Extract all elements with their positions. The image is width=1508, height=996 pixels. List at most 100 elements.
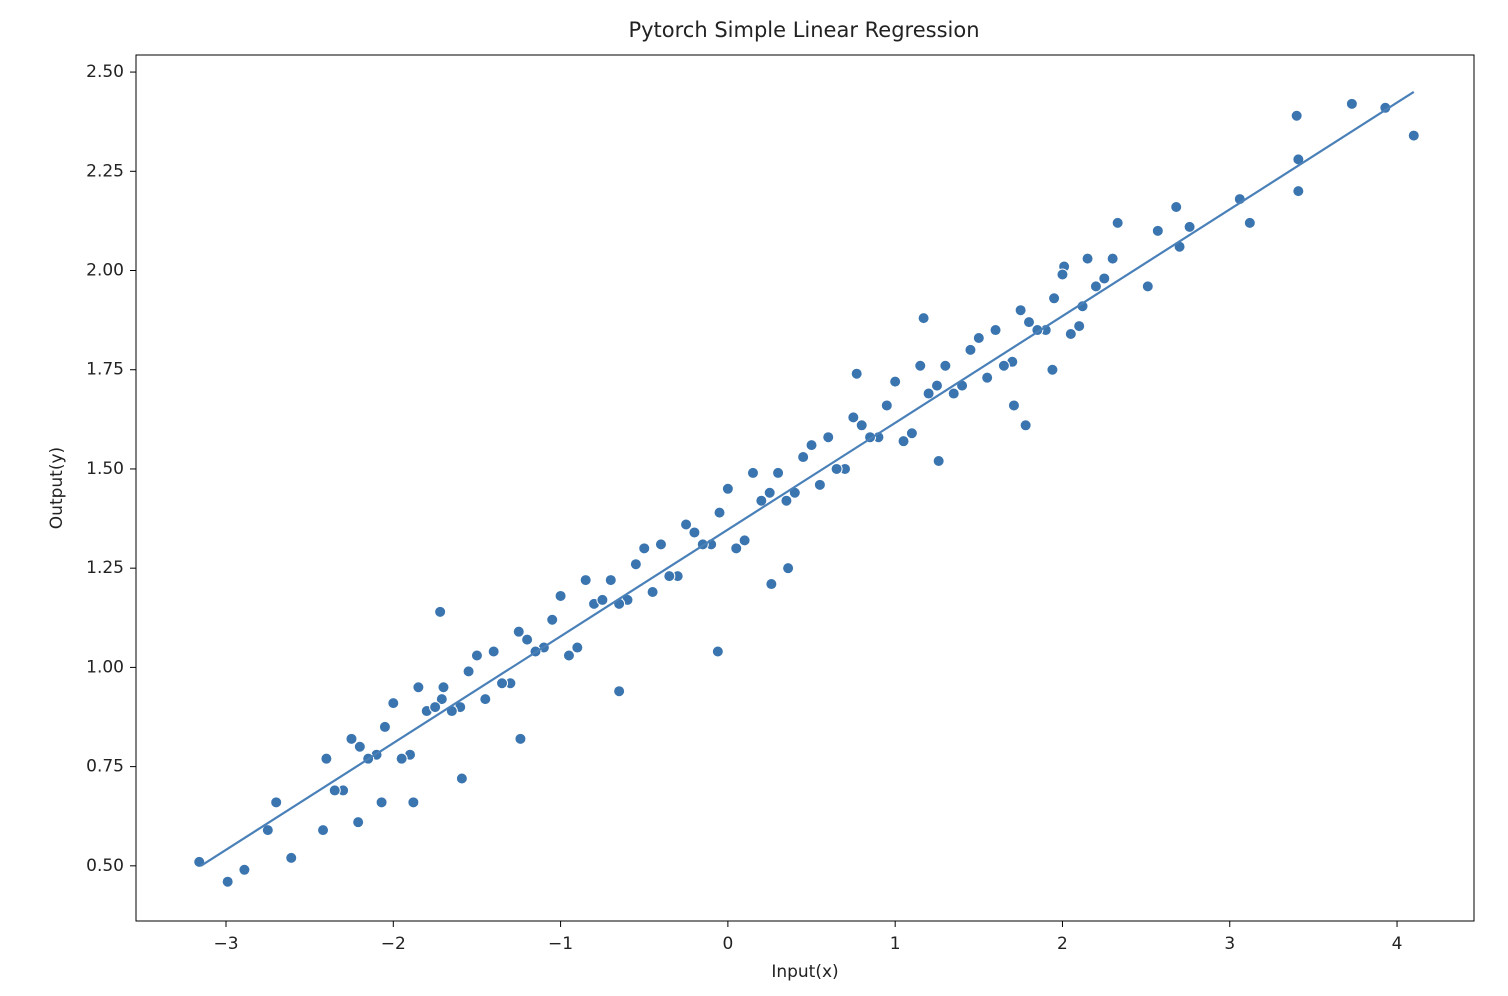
point [1407,129,1420,142]
point [972,331,985,344]
x-tick-label: 2 [1057,934,1068,954]
point [1292,185,1305,198]
point [479,693,492,706]
point [596,593,609,606]
point [1183,220,1196,233]
x-tick-label: 3 [1224,934,1235,954]
point [521,633,534,646]
y-tick-label: 2.50 [86,62,124,82]
point [638,542,651,555]
point [1023,316,1036,329]
point [546,613,559,626]
point [1046,363,1059,376]
point [765,578,778,591]
point [387,697,400,710]
point [221,875,234,888]
point [604,574,617,587]
point [755,494,768,507]
point [395,752,408,765]
point [1064,328,1077,341]
point [579,574,592,587]
point [763,486,776,499]
point [780,494,793,507]
point [680,518,693,531]
point [914,359,927,372]
point [1098,272,1111,285]
point [320,752,333,765]
point [328,784,341,797]
y-tick-label: 0.50 [86,856,124,876]
point [487,645,500,658]
y-tick-label: 1.00 [86,657,124,677]
point [261,824,274,837]
point [850,367,863,380]
point [470,649,483,662]
point [1019,419,1032,432]
y-tick-label: 1.50 [86,459,124,479]
point [646,585,659,598]
point [730,542,743,555]
point [629,558,642,571]
point [353,740,366,753]
x-tick-label: 1 [890,934,901,954]
point [1243,216,1256,229]
y-axis-label: Output(y) [47,447,67,529]
point [512,625,525,638]
point [434,605,447,618]
point [964,343,977,356]
point [562,649,575,662]
point [782,562,795,575]
point [889,375,902,388]
point [1089,280,1102,293]
point [270,796,283,809]
point [797,451,810,464]
point [713,506,726,519]
point [822,431,835,444]
point [429,701,442,714]
point [932,455,945,468]
point [746,466,759,479]
point [721,482,734,495]
point [855,419,868,432]
point [496,677,509,690]
chart-title: Pytorch Simple Linear Regression [628,18,979,42]
point [711,645,724,658]
point [772,466,785,479]
point [654,538,667,551]
point [1014,304,1027,317]
y-tick-label: 2.25 [86,161,124,181]
point [1345,97,1358,110]
y-tick-label: 0.75 [86,757,124,777]
point [412,681,425,694]
fit-line [200,90,1415,867]
point [1111,216,1124,229]
point [1106,252,1119,265]
point [1290,109,1303,122]
point [437,681,450,694]
x-tick-label: 0 [722,934,733,954]
point [1151,224,1164,237]
point [663,570,676,583]
point [880,399,893,412]
x-tick-label: 4 [1392,934,1403,954]
point [1073,320,1086,333]
point [930,379,943,392]
y-tick-label: 1.75 [86,360,124,380]
point [847,411,860,424]
point [352,816,365,829]
point [378,720,391,733]
point [613,685,626,698]
point [947,387,960,400]
point [939,359,952,372]
point [455,772,468,785]
point [981,371,994,384]
point [905,427,918,440]
point [571,641,584,654]
point [813,478,826,491]
point [1081,252,1094,265]
plot-frame [135,54,1475,922]
point [830,462,843,475]
point [897,435,910,448]
x-axis-label: Input(x) [771,962,838,982]
